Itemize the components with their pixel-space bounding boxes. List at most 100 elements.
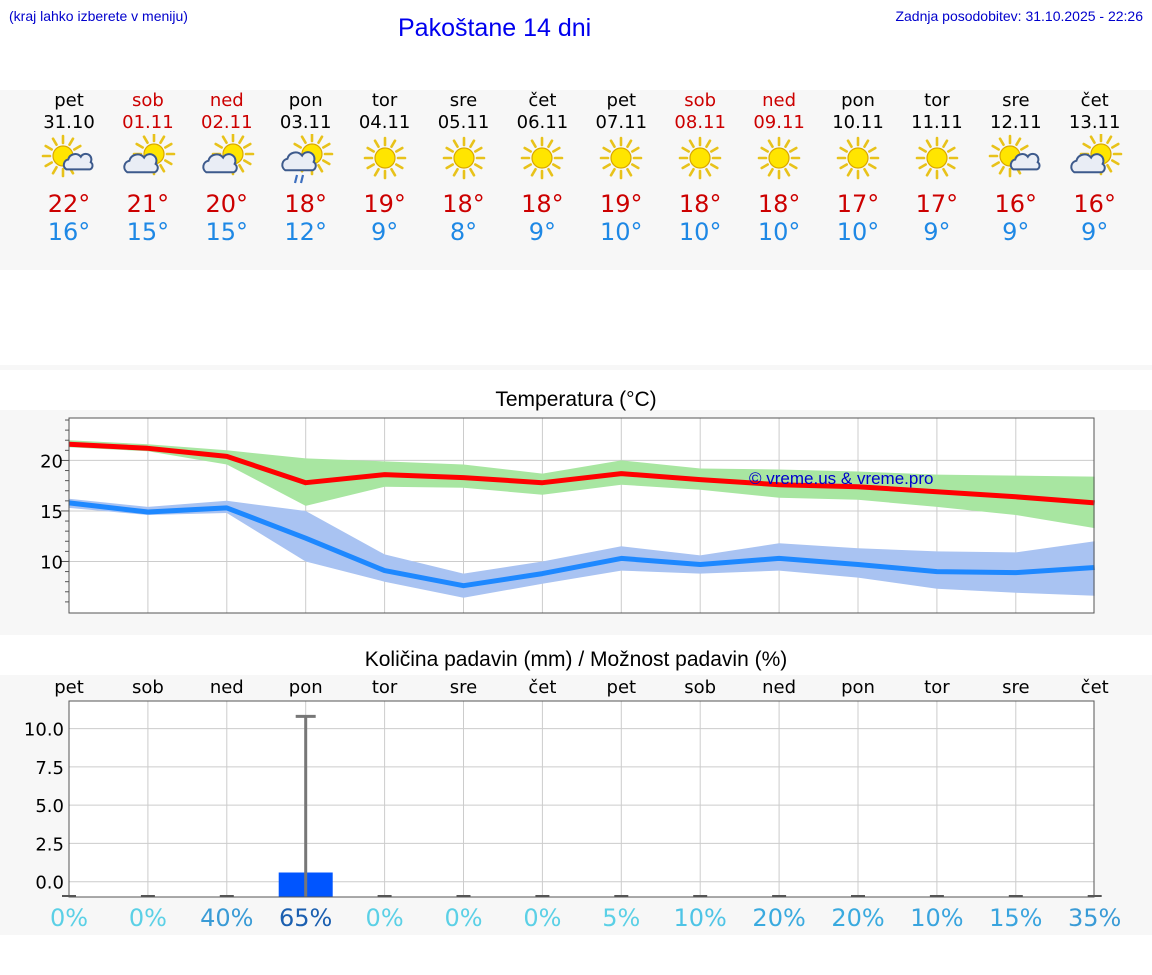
- precip-day-label: pon: [289, 677, 323, 698]
- day-column: pet 31.10 22° 16°: [29, 90, 109, 246]
- precip-day-label: sob: [684, 677, 716, 698]
- precip-probability: 65%: [279, 904, 332, 932]
- day-date: 10.11: [832, 112, 884, 133]
- sun-icon: [739, 134, 819, 186]
- precip-probability: 0%: [129, 904, 167, 932]
- sun-icon: [818, 134, 898, 186]
- precip-day-label: čet: [528, 677, 556, 698]
- day-date: 05.11: [437, 112, 490, 133]
- precip-probability: 10%: [674, 904, 727, 932]
- precip-probability: 20%: [831, 904, 884, 932]
- day-column: pon 10.11 17° 10°: [818, 90, 898, 246]
- day-name: sob: [684, 90, 717, 111]
- day-column: ned 02.11 20° 15°: [187, 90, 267, 246]
- precip-probability: 0%: [444, 904, 482, 932]
- precip-day-label: ned: [210, 677, 244, 698]
- day-name: sre: [449, 90, 478, 111]
- temp-max: 16°: [994, 190, 1038, 218]
- day-date: 06.11: [516, 112, 569, 133]
- day-date: 12.11: [990, 112, 1042, 133]
- precip-tick-label: 0.0: [35, 873, 64, 894]
- day-name: pon: [288, 90, 323, 111]
- temp-min: 15°: [205, 218, 249, 246]
- temp-max: 19°: [363, 190, 406, 218]
- sun-icon: [660, 134, 740, 186]
- precip-probability: 10%: [910, 904, 963, 932]
- day-column: čet 06.11 18° 9°: [502, 90, 582, 246]
- temp-plot-frame: [68, 417, 1095, 614]
- temp-min: 9°: [370, 218, 399, 246]
- day-column: sre 05.11 18° 8°: [424, 90, 504, 246]
- temp-min: 10°: [836, 218, 880, 246]
- precip-tick-label: 10.0: [24, 720, 64, 741]
- precip-probability: 0%: [366, 904, 404, 932]
- precip-plot-area: [69, 701, 1094, 897]
- precip-tick-label: 2.5: [35, 834, 64, 855]
- precip-plot-frame: [68, 700, 1095, 898]
- forecast-band: [0, 90, 1152, 270]
- precip-probability: 35%: [1068, 904, 1121, 932]
- precip-chart-title: Količina padavin (mm) / Možnost padavin …: [364, 648, 788, 671]
- temp-min: 12°: [284, 218, 327, 246]
- day-name: sob: [131, 90, 164, 111]
- day-date: 09.11: [753, 112, 805, 133]
- day-date: 13.11: [1068, 112, 1121, 133]
- day-column: čet 13.11 16° 9°: [1055, 90, 1135, 246]
- cloud-sun-icon: [187, 134, 267, 186]
- day-name: pon: [841, 90, 875, 111]
- day-name: pet: [54, 90, 84, 111]
- day-column: pet 07.11 19° 10°: [581, 90, 661, 246]
- day-column: tor 11.11 17° 9°: [897, 90, 977, 246]
- forecast-strip: pet 31.10 22° 16° sob 01.11 21° 15° ned 02.11 20° 1…: [0, 90, 1152, 270]
- cloud-sun-icon: [1055, 134, 1135, 186]
- temp-max: 18°: [757, 190, 801, 218]
- temp-min: 10°: [678, 218, 722, 246]
- day-date: 04.11: [358, 112, 411, 133]
- precip-tick-label: 7.5: [35, 758, 64, 779]
- temp-tick-label: 10: [40, 552, 63, 573]
- max-temp-line: [68, 441, 1095, 506]
- temp-min: 8°: [449, 218, 478, 246]
- temp-max: 18°: [678, 190, 722, 218]
- temp-min: 9°: [1002, 218, 1030, 246]
- day-column: sob 01.11 21° 15°: [108, 90, 188, 246]
- precip-day-label: ned: [762, 677, 796, 698]
- sun-cloud-icon: [29, 134, 109, 186]
- day-date: 07.11: [595, 112, 648, 133]
- precip-probability: 20%: [752, 904, 805, 932]
- temp-max: 18°: [521, 190, 564, 218]
- day-date: 31.10: [43, 112, 95, 133]
- temp-max: 16°: [1073, 190, 1116, 218]
- day-column: sob 08.11 18° 10°: [660, 90, 740, 246]
- precip-day-label: pet: [607, 677, 637, 698]
- temp-min: 9°: [528, 218, 557, 246]
- day-name: ned: [209, 90, 244, 111]
- precip-day-label: tor: [924, 677, 950, 698]
- day-date: 11.11: [911, 112, 963, 133]
- location-hint: (kraj lahko izberete v meniju): [9, 8, 188, 24]
- temp-min: 16°: [47, 218, 91, 246]
- day-name: čet: [1080, 90, 1109, 111]
- min-temp-band: [69, 498, 1095, 598]
- day-name: čet: [528, 90, 557, 111]
- day-date: 08.11: [674, 112, 726, 133]
- temp-tick-label: 20: [40, 451, 63, 472]
- sun-icon: [581, 134, 661, 186]
- sun-icon: [345, 134, 425, 186]
- day-name: ned: [762, 90, 797, 111]
- precip-day-label: pet: [54, 677, 84, 698]
- temp-min: 9°: [923, 218, 951, 246]
- sun-icon: [897, 134, 977, 186]
- day-date: 03.11: [279, 112, 332, 133]
- precip-tick-label: 5.0: [35, 796, 64, 817]
- temp-min: 10°: [757, 218, 801, 246]
- last-update: Zadnja posodobitev: 31.10.2025 - 22:26: [895, 8, 1143, 24]
- temp-max: 17°: [836, 190, 880, 218]
- precip-day-label: sre: [1002, 677, 1029, 698]
- day-name: tor: [371, 90, 398, 111]
- temp-max: 18°: [284, 190, 327, 218]
- precip-day-label: pon: [841, 677, 875, 698]
- cloud-sun-icon: [108, 134, 188, 186]
- day-date: 01.11: [122, 112, 174, 133]
- min-temp-line: [68, 500, 1095, 589]
